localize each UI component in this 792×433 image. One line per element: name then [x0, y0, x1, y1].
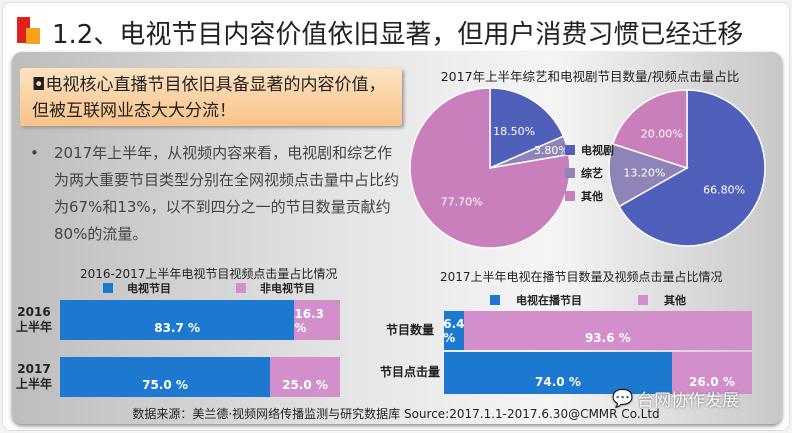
legend-non-tv: 非电视节目 [236, 280, 315, 296]
pie-data-label: 77.70% [441, 196, 483, 209]
callout-box: ◘电视核心直播节目依旧具备显著的内容价值，但被互联网业态大大分流！ [20, 68, 402, 126]
stacked-bar: 6.4 % 93.6 % [443, 311, 752, 350]
wechat-icon: 💬 [612, 388, 634, 409]
pie-data-label: 3.80% [534, 144, 569, 157]
watermark-text: 台网协作发展 [637, 391, 740, 411]
watermark: 💬 台网协作发展 [612, 386, 740, 412]
legend-swatch [103, 283, 113, 293]
pie-chart-title: 2017年上半年综艺和电视剧节目数量/视频点击量占比 [440, 69, 740, 84]
bar-segment: 74.0 % [444, 352, 672, 394]
data-source: 数据来源：美兰德·视频网络传播监测与研究数据库 Source:2017.1.1-… [132, 407, 660, 421]
legend-swatch [565, 191, 575, 201]
legend-swatch [490, 295, 500, 305]
pie-data-label: 18.50% [493, 125, 535, 138]
bar-segment: 25.0 % [270, 357, 340, 397]
bar-chart-1-title: 2016-2017上半年电视节目视频点击量占比情况 [80, 267, 338, 281]
pie-slice [611, 89, 688, 170]
bullet-text: 2017年上半年，从视频内容来看，电视剧和综艺作为两大重要节目类型分别在全网视频… [54, 144, 400, 243]
legend-tv-drama: 电视剧 [565, 142, 614, 158]
legend-swatch [236, 283, 246, 293]
legend-variety: 综艺 [565, 165, 603, 181]
pie-data-label: 20.00% [641, 127, 683, 140]
bar-segment: 83.7 % [60, 300, 295, 340]
stacked-bar: 83.7 % 16.3 % [60, 300, 340, 340]
legend-label: 综艺 [581, 167, 603, 180]
legend-tv-on-air: 电视在播节目 [490, 292, 582, 308]
legend-others: 其他 [638, 292, 686, 308]
pie-data-label: 13.20% [623, 166, 665, 179]
bar-segment: 6.4 % [443, 311, 464, 350]
bar-segment: 93.6 % [463, 311, 752, 350]
bar-segment: 75.0 % [60, 357, 270, 397]
legend-tv-programs: 电视节目 [103, 280, 171, 296]
legend-other: 其他 [565, 188, 603, 204]
legend-swatch [638, 295, 648, 305]
pie-slice [409, 87, 571, 249]
legend-label: 其他 [581, 190, 603, 203]
bar-chart-2-title: 2017上半年电视在播节目数量及视频点击量占比情况 [440, 270, 723, 284]
stacked-bar: 74.0 % 26.0 % [444, 352, 752, 394]
legend-label: 电视在播节目 [516, 294, 582, 307]
bar-category-label: 节目点击量 [379, 365, 440, 379]
pie-slice [618, 89, 766, 247]
stacked-bar: 75.0 % 25.0 % [60, 357, 340, 397]
slide-title: 1.2、电视节目内容价值依旧显著，但用户消费习惯已经迁移 [52, 20, 744, 50]
bar-category-label: 节目数量 [385, 322, 434, 337]
legend-swatch [565, 168, 575, 178]
legend-label: 非电视节目 [260, 282, 315, 295]
pie-slice [608, 142, 689, 208]
legend-swatch [565, 145, 575, 155]
legend-label: 其他 [664, 294, 686, 307]
pie-slice [489, 87, 565, 170]
bar-category-label: 2016 上半年 [15, 305, 52, 334]
bar-category-label: 2017 上半年 [15, 362, 52, 391]
legend-label: 电视节目 [127, 282, 171, 295]
legend-label: 电视剧 [581, 144, 614, 157]
bullet-marker: • [30, 144, 39, 162]
bar-segment: 16.3 % [294, 300, 340, 340]
pie-data-label: 66.80% [703, 184, 745, 197]
bar-segment: 26.0 % [671, 352, 752, 394]
logo-orange-block [26, 28, 40, 44]
